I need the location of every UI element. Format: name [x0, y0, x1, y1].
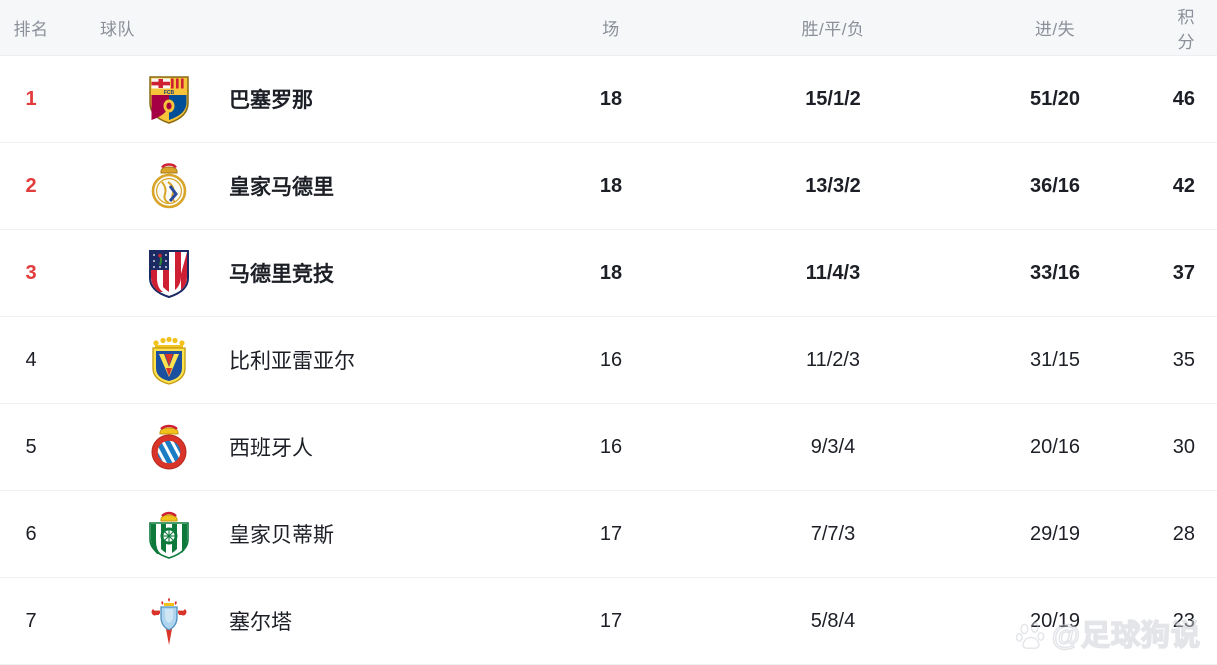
cell-played: 16 — [599, 435, 623, 458]
cell-team[interactable]: 比利亚雷亚尔 — [62, 335, 500, 385]
cell-played: 17 — [599, 609, 623, 632]
cell-wdl: 11/4/3 — [805, 261, 861, 284]
celta-crest — [151, 598, 187, 645]
team-name: 马德里竞技 — [229, 263, 334, 286]
svg-text:FCB: FCB — [164, 90, 175, 96]
table-row[interactable]: 1 FCB 巴塞罗那 18 15/1/2 51/20 46 — [0, 56, 1217, 143]
cell-goals: 36/16 — [1029, 174, 1081, 197]
table-row[interactable]: 7 塞尔塔 17 5/8/4 20/19 23 — [0, 578, 1217, 665]
column-header-wdl: 胜/平/负 — [801, 20, 865, 39]
table-row[interactable]: 6 皇家贝蒂斯 17 7/7/3 29/19 28 — [0, 491, 1217, 578]
table-row[interactable]: 3 马德里竞技 18 11/4/3 33/16 37 — [0, 230, 1217, 317]
cell-rank: 1 — [25, 87, 37, 110]
cell-goals: 20/16 — [1029, 435, 1081, 458]
table-body: 1 FCB 巴塞罗那 18 15/1/2 51/20 46 2 — [0, 56, 1217, 665]
table-header-row: 排名 球队 场 胜/平/负 进/失 积分 — [0, 0, 1217, 56]
cell-played: 16 — [599, 348, 623, 371]
cell-rank: 2 — [25, 174, 37, 197]
column-header-played: 场 — [602, 20, 620, 39]
cell-wdl: 15/1/2 — [805, 87, 861, 110]
table-row[interactable]: 4 比利亚雷亚尔 16 11/2/3 31/15 35 — [0, 317, 1217, 404]
cell-points: 37 — [1172, 261, 1195, 284]
cell-goals: 20/19 — [1029, 609, 1081, 632]
cell-points: 23 — [1172, 609, 1195, 632]
column-header-goals: 进/失 — [1034, 20, 1076, 39]
cell-points: 28 — [1172, 522, 1195, 545]
cell-points: 46 — [1172, 87, 1195, 110]
cell-wdl: 7/7/3 — [810, 522, 856, 545]
cell-goals: 29/19 — [1029, 522, 1081, 545]
barcelona-crest: FCB — [149, 76, 189, 124]
cell-rank: 4 — [25, 348, 37, 371]
cell-points: 30 — [1172, 435, 1195, 458]
table-row[interactable]: 5 西班牙人 16 9/3/4 20/16 30 — [0, 404, 1217, 491]
team-name: 西班牙人 — [229, 437, 313, 460]
cell-played: 18 — [599, 174, 623, 197]
cell-goals: 51/20 — [1029, 87, 1081, 110]
real-madrid-crest — [151, 163, 187, 209]
column-header-points: 积分 — [1177, 7, 1195, 52]
table-row[interactable]: 2 皇家马德里 18 13/3/2 36/16 42 — [0, 143, 1217, 230]
cell-wdl: 5/8/4 — [810, 609, 856, 632]
team-name: 皇家马德里 — [229, 176, 334, 199]
cell-wdl: 13/3/2 — [805, 174, 861, 197]
team-name: 皇家贝蒂斯 — [229, 524, 334, 547]
villarreal-crest — [152, 336, 186, 385]
cell-team[interactable]: 塞尔塔 — [62, 596, 500, 646]
cell-team[interactable]: 皇家马德里 — [62, 161, 500, 211]
cell-played: 18 — [599, 261, 623, 284]
betis-crest — [149, 511, 189, 559]
cell-played: 18 — [599, 87, 623, 110]
cell-wdl: 11/2/3 — [805, 348, 861, 371]
cell-points: 35 — [1172, 348, 1195, 371]
cell-rank: 3 — [25, 261, 37, 284]
cell-team[interactable]: FCB 巴塞罗那 — [62, 74, 500, 124]
team-name: 比利亚雷亚尔 — [229, 350, 355, 373]
cell-points: 42 — [1172, 174, 1195, 197]
cell-rank: 6 — [25, 522, 37, 545]
column-header-team: 球队 — [100, 20, 135, 39]
atletico-crest — [149, 250, 189, 298]
column-header-rank: 排名 — [13, 20, 49, 39]
team-name: 巴塞罗那 — [229, 89, 313, 112]
cell-wdl: 9/3/4 — [810, 435, 856, 458]
team-name: 塞尔塔 — [229, 611, 292, 634]
espanyol-crest — [151, 424, 187, 470]
cell-rank: 5 — [25, 435, 37, 458]
cell-team[interactable]: 西班牙人 — [62, 422, 500, 472]
cell-team[interactable]: 马德里竞技 — [62, 248, 500, 298]
cell-played: 17 — [599, 522, 623, 545]
cell-goals: 33/16 — [1029, 261, 1081, 284]
cell-goals: 31/15 — [1029, 348, 1081, 371]
cell-team[interactable]: 皇家贝蒂斯 — [62, 509, 500, 559]
cell-rank: 7 — [25, 609, 37, 632]
